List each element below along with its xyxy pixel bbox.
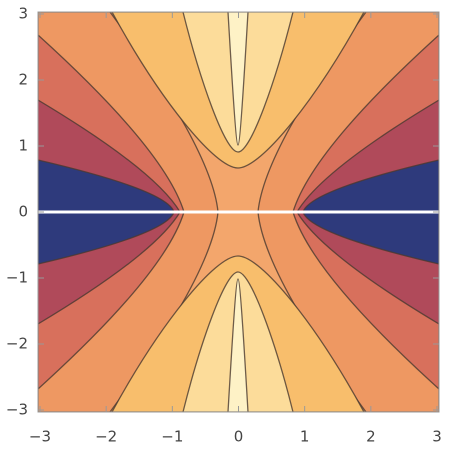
y-tick-label: −2 [6, 335, 28, 353]
y-tick-label: 0 [18, 203, 28, 221]
x-tick-label: 2 [366, 428, 376, 446]
y-tick-label: 3 [18, 4, 28, 22]
x-tick-label: −3 [29, 428, 51, 446]
x-tick-label: 0 [234, 428, 244, 446]
region [227, 278, 249, 412]
region [227, 12, 249, 146]
x-tick-label: −2 [95, 428, 117, 446]
x-tick-label: 1 [300, 428, 310, 446]
x-tick-label: 3 [432, 428, 442, 446]
contour-fill [38, 12, 439, 412]
y-tick-label: 1 [18, 136, 28, 154]
x-tick-label: −1 [161, 428, 183, 446]
y-tick-label: 2 [18, 70, 28, 88]
y-tick-label: −1 [6, 269, 28, 287]
y-tick-label: −3 [6, 401, 28, 419]
